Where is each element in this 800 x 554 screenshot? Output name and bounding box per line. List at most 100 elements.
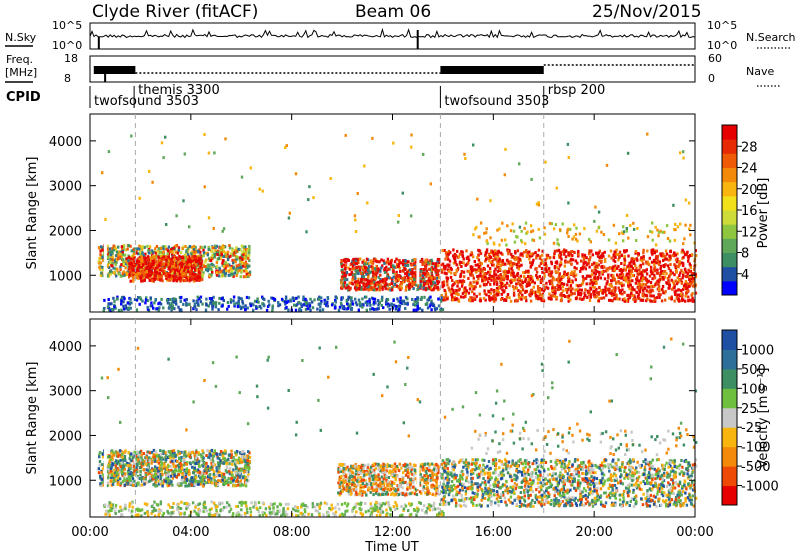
echo-cell [659,293,662,297]
echo-cell [509,263,512,267]
echo-cell [208,450,211,453]
echo-cell [337,308,341,312]
echo-cell [483,275,487,279]
echo-cell [674,279,677,283]
echo-cell [157,264,160,268]
echo-cell [464,157,467,160]
echo-cell [619,291,622,294]
echo-cell [342,305,345,309]
echo-cell [340,303,343,307]
echo-cell [492,258,495,262]
echo-cell [235,246,238,250]
echo-cell [312,196,315,200]
echo-cell [458,260,462,264]
echo-cell [219,246,222,250]
echo-cell [177,260,180,264]
echo-cell [558,274,561,278]
echo-cell [557,248,561,252]
echo-cell [611,266,614,270]
echo-cell [348,267,352,271]
echo-cell [234,476,237,480]
echo-cell [187,266,190,270]
echo-cell [101,265,104,269]
echo-cell [630,291,633,295]
echo-cell [405,272,408,276]
echo-cell [506,293,510,296]
echo-cell [451,279,454,282]
echo-cell [414,270,417,274]
echo-cell [505,295,509,299]
echo-cell [357,269,360,273]
echo-cell [123,297,126,301]
echo-cell [197,250,200,254]
echo-cell [370,281,374,285]
echo-cell [600,265,603,269]
echo-cell [350,299,353,303]
echo-cell [150,249,153,253]
echo-cell [146,480,149,484]
echo-cell [360,274,364,278]
echo-cell [637,286,640,290]
echo-cell [416,298,420,302]
echo-cell [199,277,202,281]
echo-cell [625,299,628,303]
echo-cell [490,251,493,254]
echo-cell [520,285,523,289]
echo-cell [469,265,472,269]
echo-cell [425,259,428,263]
echo-cell [387,302,390,306]
echo-cell [181,259,184,262]
echo-cell [393,260,397,264]
echo-cell [524,278,527,282]
echo-cell [683,267,687,271]
echo-cell [654,283,657,287]
echo-cell [244,304,247,308]
echo-cell [120,302,123,306]
echo-cell [644,283,648,287]
echo-cell [246,474,250,478]
echo-cell [103,307,106,310]
echo-cell [433,284,436,288]
echo-cell [137,260,140,263]
echo-cell [365,257,369,261]
echo-cell [334,306,337,310]
echo-cell [144,301,147,305]
echo-cell [460,284,464,288]
echo-cell [433,306,437,310]
echo-cell [613,297,616,301]
echo-cell [569,286,572,290]
echo-cell [676,252,679,256]
echo-cell [541,294,544,298]
echo-cell [115,250,119,254]
echo-cell [113,299,116,303]
echo-cell [195,260,198,264]
echo-cell [402,269,405,273]
echo-cell [640,256,643,260]
echo-cell [630,257,634,261]
echo-cell [607,254,611,258]
echo-cell [672,251,676,255]
echo-cell [488,267,492,270]
echo-cell [419,268,423,272]
echo-cell [602,254,605,258]
echo-cell [544,262,547,266]
echo-cell [222,227,226,231]
echo-cell [229,460,232,464]
echo-cell [385,265,388,269]
echo-cell [114,267,117,271]
echo-cell [555,278,559,282]
echo-cell [165,258,168,262]
echo-cell [548,256,551,260]
echo-cell [495,282,499,286]
echo-cell [417,285,420,289]
echo-cell [255,300,259,304]
echo-cell [519,253,522,257]
echo-cell [641,292,644,296]
echo-cell [610,279,613,283]
echo-cell [574,288,577,292]
echo-cell [436,286,440,290]
echo-cell [509,299,513,303]
echo-cell [152,274,155,278]
echo-cell [372,257,376,261]
echo-cell [216,257,219,261]
